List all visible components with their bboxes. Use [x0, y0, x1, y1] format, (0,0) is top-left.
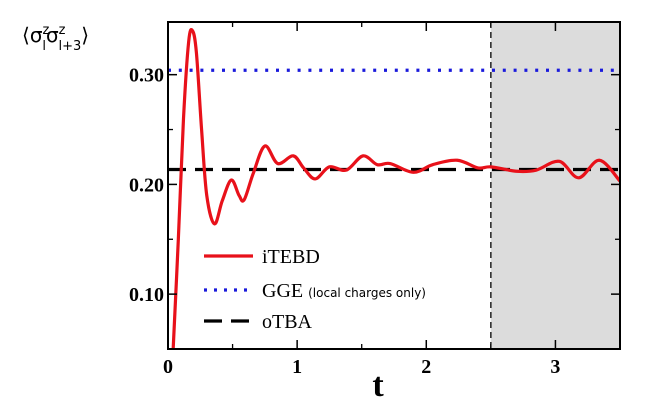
y-tick-label: 0.10	[129, 284, 164, 306]
y-tick-label: 0.30	[129, 65, 164, 87]
plot-frame	[167, 21, 621, 350]
x-tick-label: 2	[421, 356, 431, 378]
legend-gge-label: GGE (local charges only)	[262, 280, 426, 302]
y-tick-label: 0.20	[129, 174, 164, 196]
x-tick-label: 3	[550, 356, 560, 378]
x-tick-label: 0	[163, 356, 173, 378]
series-itebd-line	[171, 27, 622, 350]
legend-otba-label: oTBA	[262, 311, 313, 333]
legend-itebd-label: iTEBD	[262, 246, 320, 268]
shaded-region	[490, 22, 620, 349]
x-tick-label: 1	[292, 356, 302, 378]
legend: iTEBD GGE (local charges only) oTBA	[204, 246, 426, 333]
y-axis-label: ⟨σz lσz l+3⟩	[22, 23, 89, 54]
x-axis-label: t	[372, 367, 384, 404]
